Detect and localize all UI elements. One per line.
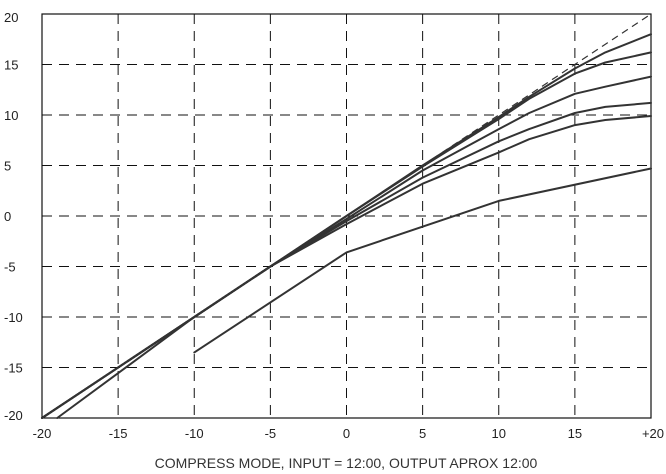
y-tick-label: 5 <box>4 159 11 174</box>
x-tick-label: +20 <box>642 426 664 441</box>
chart-caption: COMPRESS MODE, INPUT = 12:00, OUTPUT APR… <box>155 455 538 471</box>
y-tick-label: 15 <box>4 58 18 73</box>
x-tick-labels: -20 -15 -10 -5 0 5 10 15 +20 <box>33 426 664 441</box>
series-line-6 <box>193 167 652 354</box>
x-tick-label: -20 <box>33 426 52 441</box>
x-tick-label: -5 <box>265 426 277 441</box>
x-tick-label: 0 <box>343 426 350 441</box>
x-tick-label: 5 <box>419 426 426 441</box>
y-tick-labels: 20 15 10 5 0 -5 -10 -15 -20 <box>4 10 23 423</box>
y-tick-label: 0 <box>4 209 11 224</box>
y-tick-label: -5 <box>4 260 16 275</box>
series-group <box>41 13 652 419</box>
x-tick-label: 15 <box>568 426 582 441</box>
y-tick-label: -20 <box>4 408 23 423</box>
x-tick-label: 10 <box>492 426 506 441</box>
y-tick-label: -15 <box>4 361 23 376</box>
y-tick-label: -10 <box>4 310 23 325</box>
y-tick-label: 10 <box>4 108 18 123</box>
plot-frame <box>41 13 652 419</box>
series-line-3 <box>41 75 652 419</box>
x-tick-label: -15 <box>109 426 128 441</box>
y-tick-label: 20 <box>4 10 18 25</box>
series-line-5 <box>56 115 652 419</box>
x-tick-label: -10 <box>185 426 204 441</box>
